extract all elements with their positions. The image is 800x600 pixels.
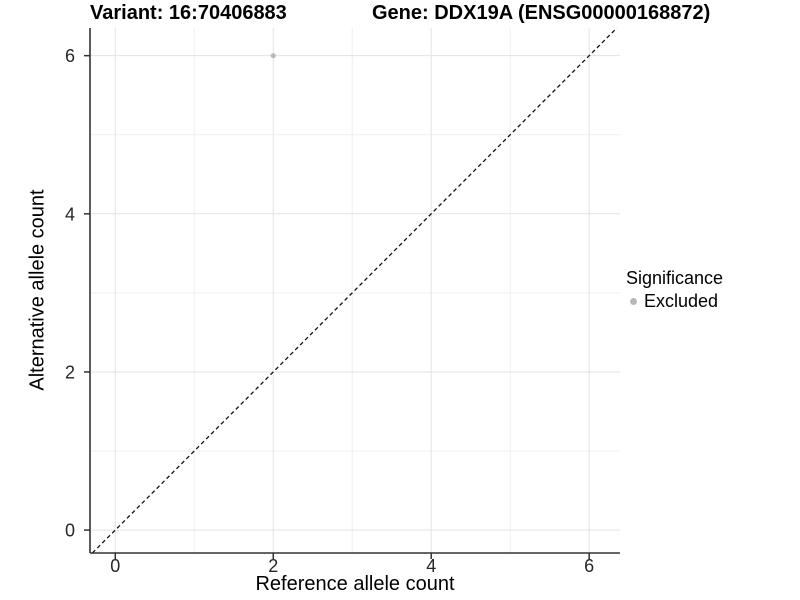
data-point [270,53,276,59]
identity-line [91,27,618,554]
x-tick-label: 6 [584,556,594,576]
legend: Significance Excluded [626,268,723,312]
x-tick-label: 0 [110,556,120,576]
legend-title: Significance [626,268,724,288]
x-tick-label: 2 [268,556,278,576]
y-tick-label: 4 [65,204,75,224]
x-axis-title: Reference allele count [255,573,455,595]
plot-title-variant: Variant: 16:70406883 [90,2,287,24]
y-axis-title: Alternative allele count [26,189,49,391]
y-tick-label: 2 [65,362,75,382]
y-tick-label: 0 [65,521,75,541]
plot-title-gene: Gene: DDX19A (ENSG00000168872) [372,2,711,24]
legend-item: Excluded [626,291,723,312]
y-tick-label: 6 [65,46,75,66]
x-tick-label: 4 [426,556,436,576]
legend-point-icon [630,298,637,305]
legend-item-label: Excluded [644,291,719,311]
